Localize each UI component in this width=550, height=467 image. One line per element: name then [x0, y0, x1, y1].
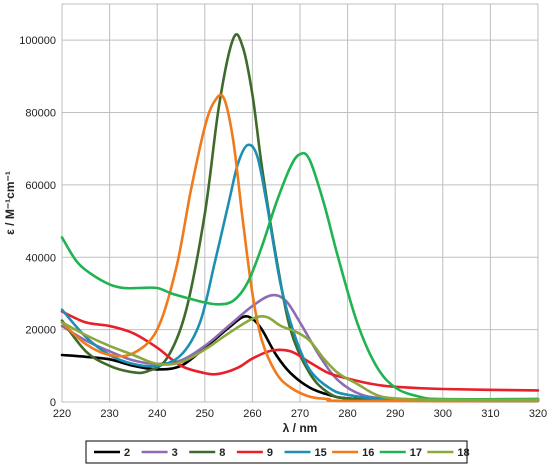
- series-line-15: [60, 143, 540, 401]
- y-tick-label: 100000: [19, 35, 56, 47]
- x-axis-label: λ / nm: [283, 421, 318, 435]
- legend-label-17: 17: [410, 447, 422, 459]
- legend-label-16: 16: [362, 447, 374, 459]
- series-line-16: [60, 93, 540, 403]
- legend-box: [85, 440, 468, 464]
- x-tick-label: 250: [196, 408, 214, 420]
- x-tick-label: 240: [148, 408, 166, 420]
- x-tick-label: 320: [529, 408, 547, 420]
- series-group: [60, 33, 540, 403]
- x-tick-label: 310: [481, 408, 499, 420]
- y-tick-label: 40000: [25, 252, 56, 264]
- x-tick-label: 290: [386, 408, 404, 420]
- grid: [61, 3, 539, 403]
- x-tick-label: 230: [100, 408, 118, 420]
- legend-label-2: 2: [124, 447, 130, 459]
- series-line-9: [60, 310, 540, 392]
- x-tick-label: 300: [434, 408, 452, 420]
- legend-label-3: 3: [172, 447, 178, 459]
- x-tick-label: 270: [291, 408, 309, 420]
- legend-label-15: 15: [315, 447, 327, 459]
- legend-label-18: 18: [457, 447, 469, 459]
- series-line-18: [60, 315, 540, 402]
- legend: 2 3 8 9 15 16 17 18: [85, 440, 470, 464]
- x-tick-label: 280: [338, 408, 356, 420]
- x-tick-label: 220: [53, 408, 71, 420]
- y-tick-label: 80000: [25, 108, 56, 120]
- y-tick-label: 20000: [25, 325, 56, 337]
- x-tick-label: 260: [243, 408, 261, 420]
- axes: 220 230 240 250 260 270 280 290 300 310 320 0 20000 4…: [19, 35, 547, 420]
- legend-label-8: 8: [219, 447, 225, 459]
- legend-label-9: 9: [267, 447, 273, 459]
- series-line-17: [60, 151, 540, 401]
- y-tick-label: 60000: [25, 180, 56, 192]
- series-line-8: [60, 33, 540, 402]
- y-axis-label: ε / M⁻¹cm⁻¹: [3, 171, 17, 235]
- y-tick-label: 0: [50, 397, 56, 409]
